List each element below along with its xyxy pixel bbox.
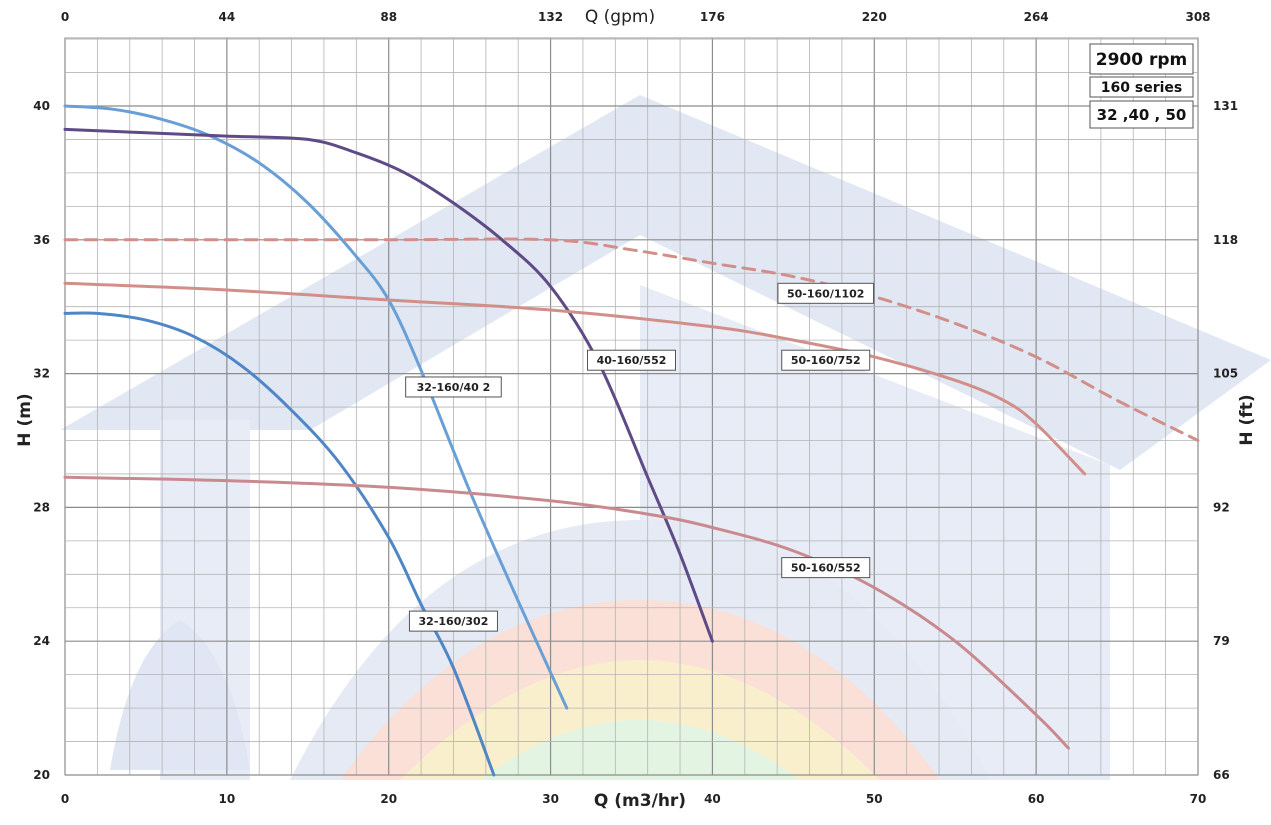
curve-label-text: 40-160/552 <box>597 354 667 367</box>
curve-label-box <box>405 376 502 398</box>
y2-tick-label: 66 <box>1213 768 1230 782</box>
curve-label-text: 50-160/1102 <box>787 287 864 300</box>
x2-axis-title: Q (gpm) <box>585 7 655 27</box>
curve-label-text: 50-160/552 <box>791 562 861 575</box>
x2-tick-label: 176 <box>700 10 725 24</box>
curve-label-box <box>777 282 875 304</box>
y-tick-label: 32 <box>33 367 50 381</box>
y-tick-label: 28 <box>33 500 50 514</box>
curve-label: 32-160/40 2 <box>405 376 502 398</box>
curve-label: 50-160/752 <box>781 349 871 371</box>
info-box-text: 2900 rpm <box>1096 50 1188 70</box>
curve-label-box <box>781 349 871 371</box>
y2-tick-label: 79 <box>1213 634 1230 648</box>
info-box <box>1089 100 1194 129</box>
curve-label: 40-160/552 <box>587 349 676 371</box>
x-tick-label: 40 <box>704 792 721 806</box>
watermark-logo <box>60 95 1271 780</box>
y2-tick-label: 131 <box>1213 99 1238 113</box>
y2-tick-label: 105 <box>1213 367 1238 381</box>
x-tick-label: 0 <box>61 792 69 806</box>
curve-label-text: 32-160/40 2 <box>417 381 491 394</box>
series-line-40-160-552 <box>63 127 714 643</box>
info-box-text: 160 series <box>1101 80 1182 96</box>
series-line-32-160-302 <box>63 311 496 777</box>
x2-tick-label: 308 <box>1185 10 1210 24</box>
x-tick-label: 60 <box>1028 792 1045 806</box>
x2-tick-label: 0 <box>61 10 69 24</box>
y2-tick-label: 118 <box>1213 233 1238 247</box>
x2-tick-label: 132 <box>538 10 563 24</box>
y-tick-label: 24 <box>33 634 50 648</box>
curve-label-box <box>408 610 498 632</box>
y-tick-label: 36 <box>33 233 50 247</box>
y-axis-title: H (m) <box>15 393 35 446</box>
info-box <box>1089 76 1194 98</box>
x2-tick-label: 88 <box>380 10 397 24</box>
series-line-50-160-1102 <box>63 237 1200 442</box>
y-tick-label: 20 <box>33 768 50 782</box>
curve-label-text: 32-160/302 <box>419 615 489 628</box>
x-tick-label: 10 <box>219 792 236 806</box>
y-tick-label: 40 <box>33 99 50 113</box>
curve-label-text: 50-160/752 <box>791 354 861 367</box>
x2-tick-label: 264 <box>1024 10 1049 24</box>
curve-label: 50-160/552 <box>781 557 871 579</box>
info-box-text: 32 ,40 , 50 <box>1097 106 1187 124</box>
curve-label: 32-160/302 <box>408 610 498 632</box>
x-tick-label: 70 <box>1190 792 1207 806</box>
x2-tick-label: 220 <box>862 10 887 24</box>
y2-tick-label: 92 <box>1213 500 1230 514</box>
x-tick-label: 20 <box>380 792 397 806</box>
x2-tick-label: 44 <box>219 10 236 24</box>
x-axis-title: Q (m3/hr) <box>594 791 686 811</box>
info-box <box>1089 43 1194 75</box>
series-line-50-160-552 <box>63 475 1070 750</box>
x-tick-label: 30 <box>542 792 559 806</box>
series-line-32-160-40-2 <box>63 104 569 710</box>
curve-label-box <box>587 349 676 371</box>
x-tick-label: 50 <box>866 792 883 806</box>
y2-axis-title: H (ft) <box>1237 394 1257 445</box>
series-line-50-160-752 <box>63 281 1087 476</box>
curve-label: 50-160/1102 <box>777 282 875 304</box>
curve-label-box <box>781 557 871 579</box>
